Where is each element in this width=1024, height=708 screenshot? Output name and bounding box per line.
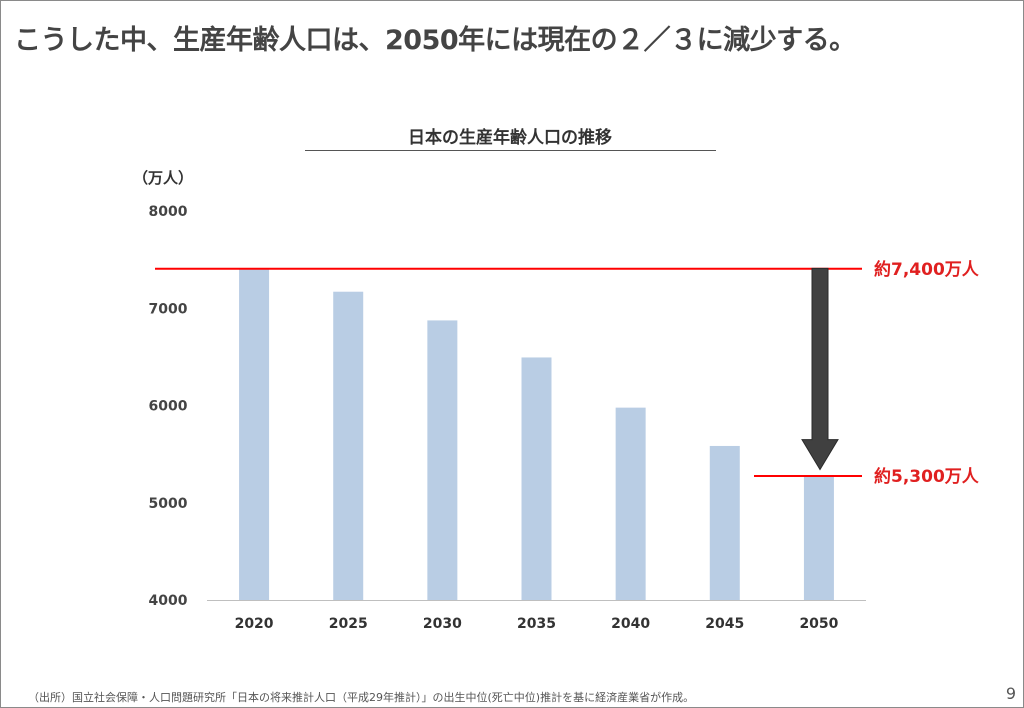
x-tick-label: 2045 [705,616,744,632]
y-tick-label: 5000 [149,496,188,512]
x-tick-label: 2035 [517,616,556,632]
bar-2020 [239,268,270,600]
y-axis-unit-label: （万人） [133,169,194,187]
decline-arrow-icon [801,267,839,471]
bar-2050 [803,476,834,600]
page-number: 9 [1005,684,1016,703]
x-tick-label: 2040 [611,616,650,632]
annotation-label: 約5,300万人 [874,466,980,487]
x-tick-label: 2025 [329,616,368,632]
source-footnote: （出所）国立社会保障・人口問題研究所「日本の将来推計人口（平成29年推計）」の出… [28,691,695,704]
x-tick-label: 2050 [799,616,838,632]
bar-2035 [521,357,552,600]
bar-2040 [615,407,646,600]
bar-2045 [709,445,740,600]
y-tick-label: 6000 [149,399,188,415]
chart-title: 日本の生産年齢人口の推移 [408,128,612,148]
annotation-label: 約7,400万人 [874,259,980,280]
y-tick-label: 7000 [149,301,188,317]
y-tick-label: 8000 [149,204,188,220]
x-tick-label: 2030 [423,616,462,632]
x-tick-label: 2020 [235,616,274,632]
chart-title-underline [305,150,716,151]
slide-headline: こうした中、生産年齢人口は、2050年には現在の２／３に減少する。 [14,25,856,56]
bar-2025 [333,291,364,600]
y-tick-label: 4000 [149,593,188,609]
bar-2030 [427,320,458,600]
